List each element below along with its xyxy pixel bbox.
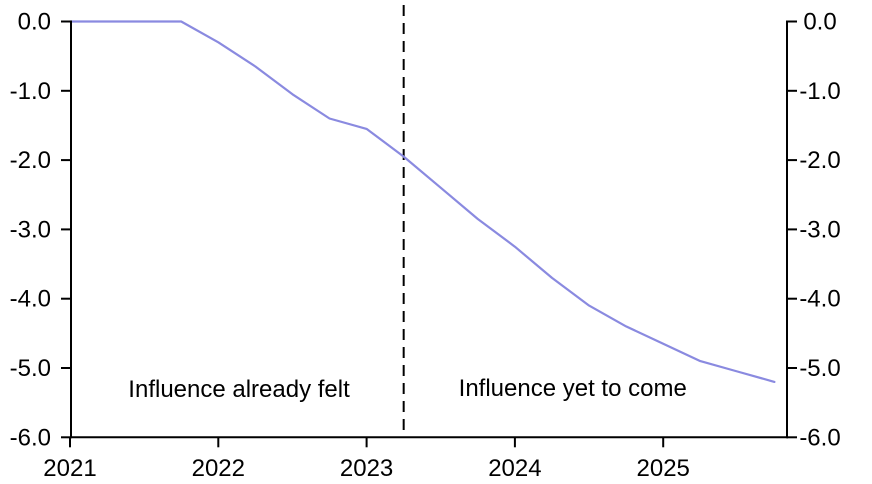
y-axis-left-tick-label: -6.0 xyxy=(10,424,51,451)
y-axis-right-tick-label: -3.0 xyxy=(799,216,840,243)
x-axis-tick-label: 2023 xyxy=(340,455,393,482)
x-axis-tick-label: 2024 xyxy=(488,455,541,482)
annotation-influence-yet-to-come: Influence yet to come xyxy=(458,375,687,403)
y-axis-left-tick-label: -4.0 xyxy=(10,286,51,313)
x-axis-tick-label: 2021 xyxy=(43,455,96,482)
y-axis-left-tick-label: -5.0 xyxy=(10,355,51,382)
x-axis-tick-label: 2025 xyxy=(637,455,690,482)
y-axis-right-tick-label: -4.0 xyxy=(799,286,840,313)
y-axis-right-tick-label: -6.0 xyxy=(799,424,840,451)
y-axis-right-tick-label: 0.0 xyxy=(803,9,836,36)
y-axis-right-tick-label: -5.0 xyxy=(799,355,840,382)
y-axis-left-tick-label: -1.0 xyxy=(10,78,51,105)
data-line-cumulative-influence xyxy=(68,20,776,383)
y-axis-left-tick-label: 0.0 xyxy=(18,9,51,36)
y-axis-left-tick-label: -2.0 xyxy=(10,147,51,174)
annotation-influence-already-felt: Influence already felt xyxy=(128,375,350,403)
y-axis-left-tick-label: -3.0 xyxy=(10,216,51,243)
y-axis-right-tick-label: -1.0 xyxy=(799,78,840,105)
x-axis-tick-label: 2022 xyxy=(192,455,245,482)
y-axis-right-tick-label: -2.0 xyxy=(799,147,840,174)
